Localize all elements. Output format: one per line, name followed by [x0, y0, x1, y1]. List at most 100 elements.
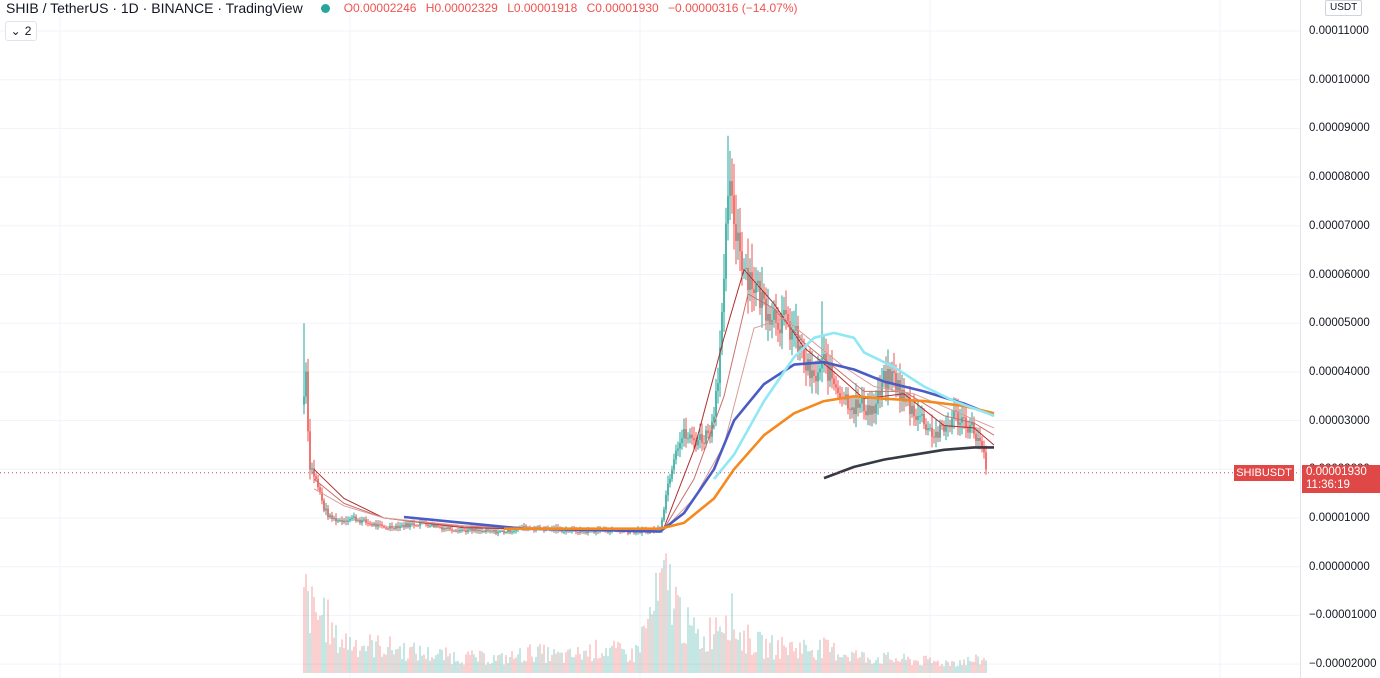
volume-bar: [779, 658, 781, 673]
candle-body: [893, 371, 895, 374]
volume-bar: [313, 597, 315, 673]
volume-bar: [559, 652, 561, 673]
candle-body: [323, 500, 325, 511]
volume-bar: [887, 652, 889, 673]
candle-body: [585, 531, 587, 534]
candle-body: [927, 428, 929, 431]
volume-bar: [789, 642, 791, 673]
volume-bar: [613, 640, 615, 673]
candle-body: [433, 523, 435, 527]
volume-bar: [843, 654, 845, 673]
volume-bar: [333, 637, 335, 673]
volume-bar: [939, 665, 941, 673]
candle-body: [919, 415, 921, 417]
volume-bar: [517, 654, 519, 673]
volume-bar: [597, 658, 599, 673]
candle-body: [409, 523, 411, 528]
volume-bar: [689, 625, 691, 673]
candle-body: [381, 524, 383, 526]
candle-body: [755, 283, 757, 294]
candle-body: [979, 437, 981, 441]
candle-body: [805, 364, 807, 371]
volume-bar: [487, 661, 489, 673]
volume-bar: [905, 659, 907, 673]
volume-bar: [393, 654, 395, 673]
candle-body: [483, 530, 485, 532]
volume-bar: [387, 647, 389, 673]
last-price-label: 0.00001930 11:36:19: [1302, 464, 1380, 493]
volume-bar: [755, 652, 757, 673]
volume-bar: [405, 660, 407, 673]
candle-body: [339, 520, 341, 522]
candle-body: [663, 509, 665, 520]
volume-bar: [419, 645, 421, 673]
candle-body: [583, 531, 585, 533]
volume-bar: [607, 656, 609, 673]
candle-body: [937, 431, 939, 438]
candle-body: [759, 280, 761, 308]
volume-bar: [767, 657, 769, 673]
candle-body: [387, 528, 389, 530]
volume-bar: [971, 661, 973, 673]
fast-ma-line: [313, 268, 995, 532]
candle-body: [903, 389, 905, 402]
indicators-toggle-button[interactable]: ⌄ 2: [5, 21, 37, 41]
candle-body: [745, 267, 747, 270]
volume-bar: [879, 663, 881, 673]
price-tick-label: 0.00004000: [1309, 365, 1370, 378]
volume-bar: [325, 642, 327, 673]
candlestick-series: [303, 135, 987, 537]
price-axis[interactable]: USDT 0.00011000 0.00010000 0.00009000 0.000…: [1300, 0, 1380, 678]
volume-bar: [527, 647, 529, 673]
candle-body: [447, 527, 449, 529]
volume-bar: [521, 662, 523, 673]
candle-body: [801, 345, 803, 349]
price-tick-label: 0.00000000: [1309, 560, 1370, 573]
volume-bar: [373, 657, 375, 673]
volume-bar: [937, 660, 939, 673]
volume-bar: [861, 651, 863, 673]
volume-bar: [541, 653, 543, 673]
candle-body: [497, 531, 499, 534]
volume-bar: [951, 661, 953, 673]
volume-bar: [631, 648, 633, 673]
candle-body: [681, 438, 683, 443]
candle-body: [363, 519, 365, 521]
volume-bar: [519, 648, 521, 673]
volume-bar: [569, 648, 571, 673]
volume-bar: [409, 647, 411, 673]
volume-bar: [801, 653, 803, 673]
volume-bar: [977, 656, 979, 673]
candle-body: [935, 431, 937, 438]
candle-body: [855, 399, 857, 415]
currency-button[interactable]: USDT: [1325, 0, 1363, 16]
candle-body: [945, 426, 947, 432]
candle-body: [343, 520, 345, 523]
candle-body: [815, 375, 817, 382]
volume-bar: [625, 654, 627, 673]
volume-bar: [437, 653, 439, 673]
price-chart[interactable]: [0, 0, 1300, 678]
fast-ma-line: [313, 293, 995, 531]
volume-bar: [667, 590, 669, 673]
volume-bar: [849, 661, 851, 673]
volume-bar: [575, 654, 577, 673]
candle-body: [729, 181, 731, 196]
candle-body: [579, 529, 581, 533]
candle-body: [473, 529, 475, 531]
volume-bar: [775, 655, 777, 673]
volume-bar: [763, 658, 765, 673]
candle-body: [475, 529, 477, 532]
candle-body: [931, 427, 933, 437]
symbol-title[interactable]: SHIB / TetherUS · 1D · BINANCE · Trading…: [6, 0, 303, 16]
volume-bar: [653, 610, 655, 673]
candle-body: [955, 410, 957, 412]
volume-bar: [983, 658, 985, 673]
candle-body: [345, 520, 347, 522]
volume-bar: [751, 654, 753, 673]
volume-bar: [895, 658, 897, 673]
volume-bar: [915, 660, 917, 673]
volume-bar: [499, 654, 501, 673]
candle-body: [419, 523, 421, 526]
volume-bar: [491, 663, 493, 673]
